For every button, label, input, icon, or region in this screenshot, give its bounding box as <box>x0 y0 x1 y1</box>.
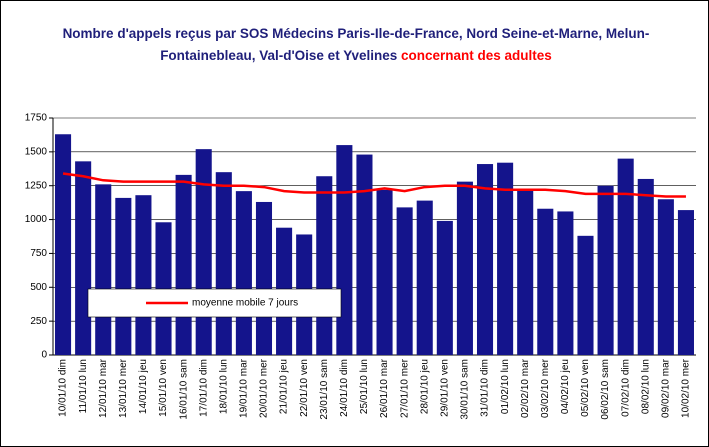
y-tick-label: 1250 <box>25 180 48 191</box>
bar <box>416 200 433 355</box>
x-tick-label: 23/01/10 sam <box>319 359 330 420</box>
bar <box>517 189 534 355</box>
y-tick-label: 1500 <box>25 146 48 157</box>
y-tick-label: 500 <box>30 282 47 293</box>
x-tick-label: 22/01/10 ven <box>299 359 310 417</box>
x-tick-label: 16/01/10 sam <box>178 359 189 420</box>
bar <box>456 181 473 355</box>
x-tick-label: 18/01/10 lun <box>218 359 229 414</box>
y-tick-label: 250 <box>30 316 47 327</box>
x-tick-label: 30/01/10 sam <box>460 359 471 420</box>
bar <box>657 199 674 355</box>
x-tick-label: 15/01/10 ven <box>158 359 169 417</box>
bar <box>75 161 92 355</box>
bar <box>115 197 132 355</box>
bar <box>617 158 634 355</box>
x-tick-label: 28/01/10 jeu <box>419 359 430 414</box>
x-tick-label: 02/02/10 mar <box>520 358 531 418</box>
bar <box>376 189 393 355</box>
bar <box>356 154 373 355</box>
bar <box>476 164 494 355</box>
x-tick-label: 06/02/10 sam <box>600 359 611 420</box>
title-highlight: concernant des adultes <box>401 48 552 63</box>
bar <box>577 235 594 355</box>
bar <box>255 201 273 355</box>
y-tick-label: 0 <box>41 350 47 361</box>
x-tick-label: 13/01/10 mer <box>118 358 129 418</box>
bar <box>195 149 212 355</box>
x-tick-label: 04/02/10 jeu <box>560 359 571 414</box>
x-tick-label: 19/01/10 mar <box>239 358 250 418</box>
x-tick-label: 29/01/10 ven <box>439 359 450 417</box>
bar <box>316 176 333 355</box>
x-tick-label: 21/01/10 jeu <box>279 359 290 414</box>
x-tick-label: 07/02/10 dim <box>620 359 631 417</box>
x-tick-label: 05/02/10 ven <box>580 359 591 417</box>
bar <box>215 172 232 355</box>
x-tick-label: 20/01/10 mer <box>259 358 270 418</box>
x-tick-label: 03/02/10 mer <box>540 358 551 418</box>
x-tick-label: 24/01/10 dim <box>339 359 350 417</box>
bar <box>557 211 574 355</box>
bar <box>396 207 413 355</box>
x-tick-label: 26/01/10 mar <box>379 358 390 418</box>
x-tick-label: 12/01/10 mar <box>98 358 109 418</box>
bar <box>336 145 353 355</box>
legend-box <box>87 288 342 318</box>
bar <box>175 174 192 355</box>
bar <box>436 220 453 355</box>
bar <box>497 162 514 355</box>
bar <box>597 185 614 355</box>
x-tick-label: 09/02/10 mar <box>661 358 672 418</box>
y-tick-label: 750 <box>30 248 47 259</box>
bar <box>55 134 72 355</box>
x-tick-label: 31/01/10 dim <box>480 359 491 417</box>
x-tick-label: 14/01/10 jeu <box>138 359 149 414</box>
x-tick-label: 11/01/10 lun <box>78 359 89 413</box>
bar <box>677 210 694 355</box>
x-tick-label: 17/01/10 dim <box>198 359 209 417</box>
x-tick-label: 10/02/10 mer <box>681 358 692 418</box>
moving-average-line <box>62 172 686 198</box>
x-tick-label: 27/01/10 mer <box>399 358 410 418</box>
bar <box>235 191 252 355</box>
y-tick-label: 1000 <box>25 214 48 225</box>
bar <box>537 208 554 355</box>
x-tick-label: 10/01/10 dim <box>58 359 69 417</box>
y-tick-label: 1750 <box>25 113 48 124</box>
x-tick-label: 25/01/10 lun <box>359 359 370 414</box>
x-tick-label: 01/02/10 lun <box>500 359 511 414</box>
bar <box>637 178 654 355</box>
legend-label: moyenne mobile 7 jours <box>192 298 298 309</box>
bar <box>155 222 172 355</box>
bar <box>95 184 112 355</box>
x-tick-label: 08/02/10 lun <box>640 359 651 414</box>
legend: moyenne mobile 7 jours <box>87 288 342 318</box>
title-main: Nombre d'appels reçus par SOS Médecins P… <box>62 26 650 63</box>
bar <box>135 195 152 355</box>
chart-title: Nombre d'appels reçus par SOS Médecins P… <box>41 23 671 67</box>
